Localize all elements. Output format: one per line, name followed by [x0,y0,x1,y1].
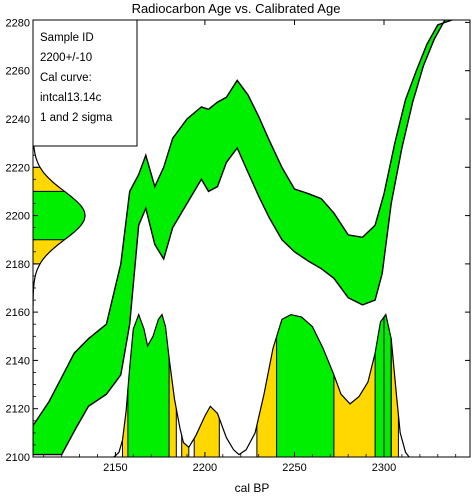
y-tick-label: 2220 [6,162,30,174]
info-cal-curve-label: Cal curve: [40,72,92,84]
y-tick-label: 2280 [6,17,30,29]
plot-frame [32,19,471,458]
info-sample-id: Sample ID [40,32,94,44]
x-tick-label: 2200 [193,462,217,474]
y-tick-label: 2200 [6,211,30,223]
calibration-band [33,20,453,455]
calibrated-2sigma-area [181,435,189,457]
radiocarbon-1sigma-area [33,191,85,240]
calibrated-1sigma-area [375,314,392,457]
info-box: Sample ID 2200+/-10 Cal curve: intcal13.… [32,19,138,147]
calibrated-1sigma-area [127,314,170,457]
plot-area [33,20,453,457]
y-tick-label: 2140 [6,355,30,367]
y-tick-label: 2180 [6,259,30,271]
axis-ticks: 2100 2120 2140 2160 2180 2200 2220 2240 2260 2280… [6,17,470,474]
calibrated-2sigma-area [391,338,399,457]
info-sigma-levels: 1 and 2 sigma [40,112,113,124]
x-tick-label: 2300 [372,462,396,474]
calibration-upper-line [33,20,453,426]
x-tick-label: 2250 [282,462,306,474]
chart-title: Radiocarbon Age vs. Calibrated Age [132,1,341,16]
calibration-lower-line [33,20,446,456]
calibrated-2sigma-area [194,406,220,457]
x-axis-title: cal BP [235,481,270,495]
y-tick-label: 2160 [6,307,30,319]
info-radiocarbon-age: 2200+/-10 [40,52,92,64]
x-tick-label: 2150 [103,462,127,474]
y-tick-label: 2120 [6,404,30,416]
y-tick-label: 2100 [6,452,30,464]
radiocarbon-distribution-line [33,46,86,457]
calibrated-1sigma-area [276,314,334,457]
calibrated-distribution-line [113,312,410,457]
y-tick-label: 2240 [6,114,30,126]
info-cal-curve-name: intcal13.14c [40,92,102,104]
y-tick-label: 2260 [6,66,30,78]
info-box-frame [32,19,138,147]
